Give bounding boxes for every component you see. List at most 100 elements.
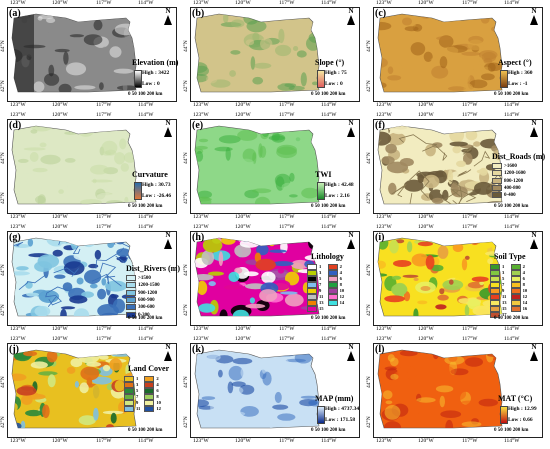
- legend-item: >1600: [492, 163, 526, 170]
- scale-bar: 0 50 100 200 km: [494, 428, 528, 433]
- lon-tick-label: 117°W: [279, 102, 295, 108]
- legend-swatch: [144, 376, 155, 382]
- scale-unit: km: [338, 92, 346, 97]
- color-ramp: [317, 70, 325, 88]
- scale-bar: 0 50 100 200 km: [128, 92, 162, 97]
- legend-swatch: [307, 276, 317, 282]
- legend-swatch: [327, 288, 338, 294]
- lat-tick-label: 42°N: [0, 416, 6, 428]
- north-arrow-icon: N: [528, 8, 540, 25]
- panel-label: (f): [375, 120, 385, 131]
- lon-tick-label: 114°W: [504, 224, 520, 230]
- lon-tick-label: 123°W: [193, 336, 209, 342]
- scale-bar: 0 50 100 200 km: [128, 204, 162, 209]
- legend-item: 7: [307, 282, 324, 288]
- lon-tick-label: 123°W: [193, 224, 209, 230]
- legend-swatch: [124, 376, 134, 382]
- legend-swatch: [510, 282, 521, 288]
- legend-item: 600-900: [126, 297, 160, 304]
- north-arrow-icon: N: [528, 344, 540, 361]
- scale-bar: 0 50 100 200 km: [494, 92, 528, 97]
- legend-item: 5: [307, 276, 324, 282]
- legend-label: 14: [339, 300, 345, 306]
- legend-label: >1600: [504, 164, 517, 170]
- lon-tick-label: 120°W: [418, 112, 434, 118]
- legend-low: Low : 171.58: [325, 417, 356, 423]
- lat-tick-label: 44°N: [183, 152, 189, 164]
- lon-tick-label: 117°W: [279, 224, 295, 230]
- lon-tick-label: 123°W: [10, 112, 26, 118]
- map-frame: [373, 119, 543, 214]
- scale-values: 0 50 100 200: [494, 316, 522, 321]
- lon-tick-label: 123°W: [10, 438, 26, 444]
- legend-swatch: [124, 382, 134, 388]
- legend-swatch: [124, 388, 134, 394]
- map-frame: [190, 343, 360, 438]
- state-fill: [11, 13, 137, 93]
- legend-swatch: [327, 276, 338, 282]
- legend-item: 13: [490, 300, 507, 306]
- legend-title: Dist_Rivers (m): [126, 264, 180, 273]
- legend-title: TWI: [315, 170, 332, 179]
- legend-item: 10: [327, 288, 344, 294]
- north-arrow-icon: N: [345, 8, 357, 25]
- lon-tick-label: 120°W: [235, 0, 251, 6]
- lat-tick-label: 42°N: [183, 192, 189, 204]
- legend-high: High : 75: [325, 70, 347, 76]
- legend-label: 300-600: [138, 305, 155, 311]
- legend-swatch: [126, 282, 136, 289]
- legend-swatch: [327, 270, 338, 276]
- legend-label: 7: [319, 282, 322, 288]
- oregon-map: [377, 13, 503, 93]
- lon-tick-label: 117°W: [279, 0, 295, 6]
- legend-label: 400-800: [504, 186, 521, 192]
- panel-label: (e): [192, 120, 204, 131]
- lon-tick-label: 117°W: [96, 214, 112, 220]
- legend-item: 17: [490, 312, 507, 318]
- legend-low: Low : 0.66: [508, 417, 533, 423]
- lon-tick-label: 117°W: [462, 112, 478, 118]
- lon-tick-label: 123°W: [376, 438, 392, 444]
- legend-swatch: [510, 276, 521, 282]
- lon-tick-label: 117°W: [96, 102, 112, 108]
- north-arrow-icon: N: [162, 344, 174, 361]
- map-panel-j: (j) N Land Cover 1 2 3 4 5 6 7 8 9 10 11 12 0 50 100 20…: [0, 336, 181, 446]
- legend-low: Low : -26.46: [142, 193, 172, 199]
- lon-tick-label: 120°W: [235, 102, 251, 108]
- map-frame: [373, 7, 543, 102]
- legend-label: 3: [502, 270, 505, 276]
- legend-low: Low : 2.16: [325, 193, 350, 199]
- legend-low: Low : -1: [508, 81, 528, 87]
- lat-tick-label: 44°N: [366, 40, 372, 52]
- lat-tick-label: 44°N: [0, 152, 6, 164]
- legend-item: 10: [144, 400, 161, 406]
- legend-title: MAT (°C): [498, 394, 533, 403]
- north-label: N: [348, 119, 354, 127]
- legend-swatch: [327, 294, 338, 300]
- north-label: N: [531, 343, 537, 351]
- lon-tick-label: 114°W: [138, 224, 154, 230]
- legend-swatch: [490, 300, 500, 306]
- lon-tick-label: 120°W: [52, 112, 68, 118]
- scale-unit: km: [338, 428, 346, 433]
- lon-tick-label: 117°W: [462, 224, 478, 230]
- legend-swatch: [124, 406, 134, 412]
- map-frame: [7, 119, 177, 214]
- legend-swatch: [492, 185, 502, 192]
- map-frame: [7, 231, 177, 326]
- legend-swatch: [307, 288, 317, 294]
- legend-swatch: [510, 294, 521, 300]
- lon-tick-label: 120°W: [235, 336, 251, 342]
- state-fill: [377, 13, 503, 93]
- legend-label: 4: [156, 382, 159, 388]
- lon-tick-label: 120°W: [52, 214, 68, 220]
- scale-values: 0 50 100 200: [311, 204, 339, 209]
- lon-tick-label: 120°W: [418, 326, 434, 332]
- lon-tick-label: 114°W: [504, 112, 520, 118]
- scale-bar: 0 50 100 200 km: [311, 316, 345, 321]
- north-label: N: [348, 343, 354, 351]
- legend-item: 9: [124, 400, 140, 406]
- lon-tick-label: 123°W: [10, 0, 26, 6]
- panel-label: (g): [9, 232, 21, 243]
- legend-swatch: [510, 270, 521, 276]
